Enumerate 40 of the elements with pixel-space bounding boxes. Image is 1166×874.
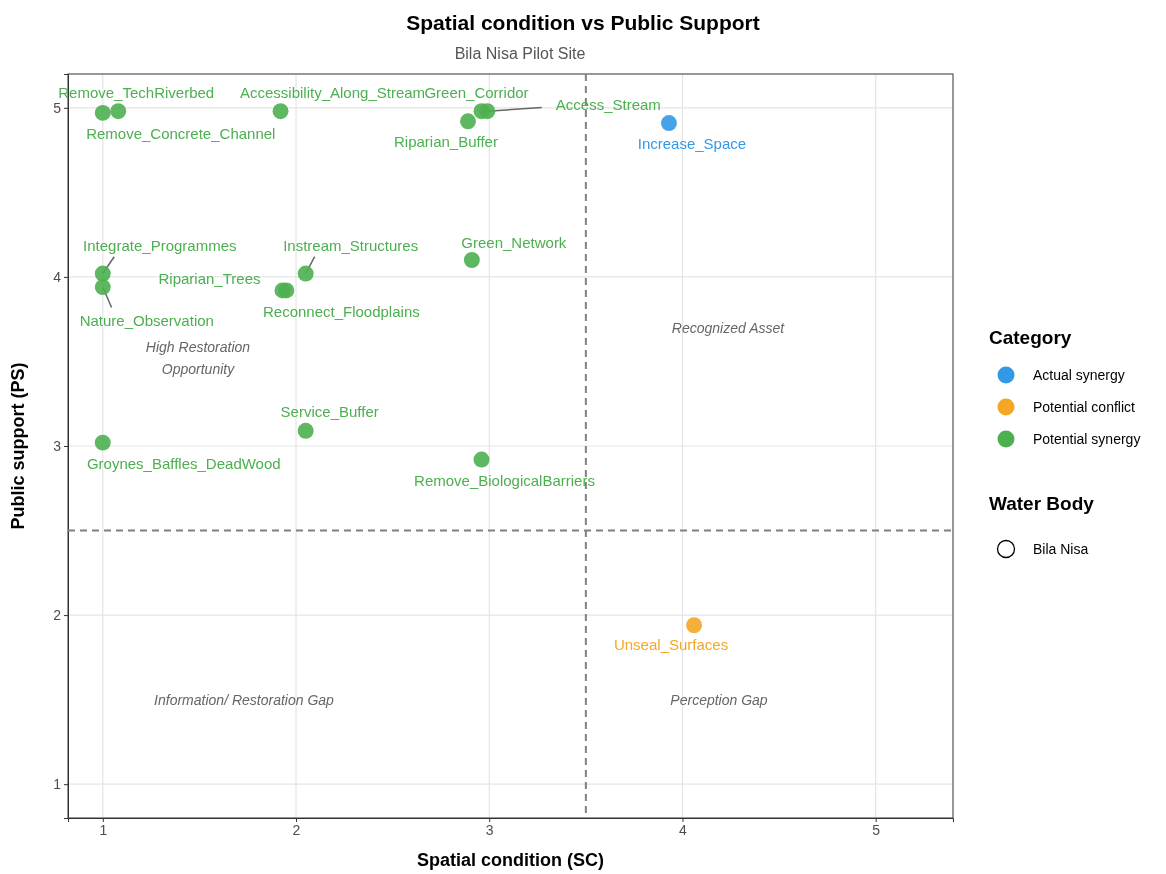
text: Water Body <box>989 493 1095 514</box>
chart-title: Spatial condition vs Public Support <box>406 11 760 34</box>
data-label: Riparian_Trees <box>158 270 261 288</box>
text: Bila Nisa <box>1033 541 1089 557</box>
y-axis-title: Public support (PS) <box>8 362 28 530</box>
x-tick-label: 5 <box>872 821 881 838</box>
y-tick-label: 2 <box>53 607 62 624</box>
y-tick-label: 1 <box>53 776 62 793</box>
y-tick-label: 4 <box>53 268 62 285</box>
annotation: Perception Gap <box>670 692 768 708</box>
data-label: Remove_BiologicalBarriers <box>414 471 595 489</box>
data-label: Green_Corridor <box>424 84 529 102</box>
legend-label: Actual synergy <box>1033 367 1125 383</box>
data-label: Instream_Structures <box>283 236 419 254</box>
x-tick-label: 2 <box>292 821 301 838</box>
annotation: Information/ Restoration Gap <box>154 692 335 708</box>
legend-title: Category <box>989 327 1072 348</box>
data-label: Service_Buffer <box>280 402 379 420</box>
data-label: Reconnect_Floodplains <box>262 303 420 321</box>
data-label: Access_Stream <box>555 96 661 114</box>
x-tick-label: 3 <box>485 821 494 838</box>
chart-subtitle: Bila Nisa Pilot Site <box>454 45 586 62</box>
legend-label: Potential synergy <box>1033 431 1141 447</box>
data-label: Increase_Space <box>637 135 747 153</box>
data-label: Nature_Observation <box>79 312 214 330</box>
data-label: Green_Network <box>461 234 567 251</box>
data-label: Remove_Concrete_Channel <box>86 124 276 142</box>
legend-label: Potential conflict <box>1033 399 1136 415</box>
y-tick-label: 3 <box>53 437 62 454</box>
data-label: Riparian_Buffer <box>394 133 498 151</box>
y-tick-label: 5 <box>53 99 62 116</box>
annotation: High Restoration Opportunity <box>145 339 251 377</box>
data-label: Unseal_Surfaces <box>613 636 729 654</box>
x-axis-title: Spatial condition (SC) <box>417 850 604 870</box>
data-label: Groynes_Baffles_DeadWood <box>86 454 281 472</box>
data-label: Integrate_Programmes <box>83 236 237 254</box>
x-tick-label: 1 <box>99 821 108 838</box>
data-label: Accessibility_Along_Stream <box>240 84 426 102</box>
x-tick-label: 4 <box>679 821 688 838</box>
annotation: Recognized Asset <box>671 320 786 336</box>
